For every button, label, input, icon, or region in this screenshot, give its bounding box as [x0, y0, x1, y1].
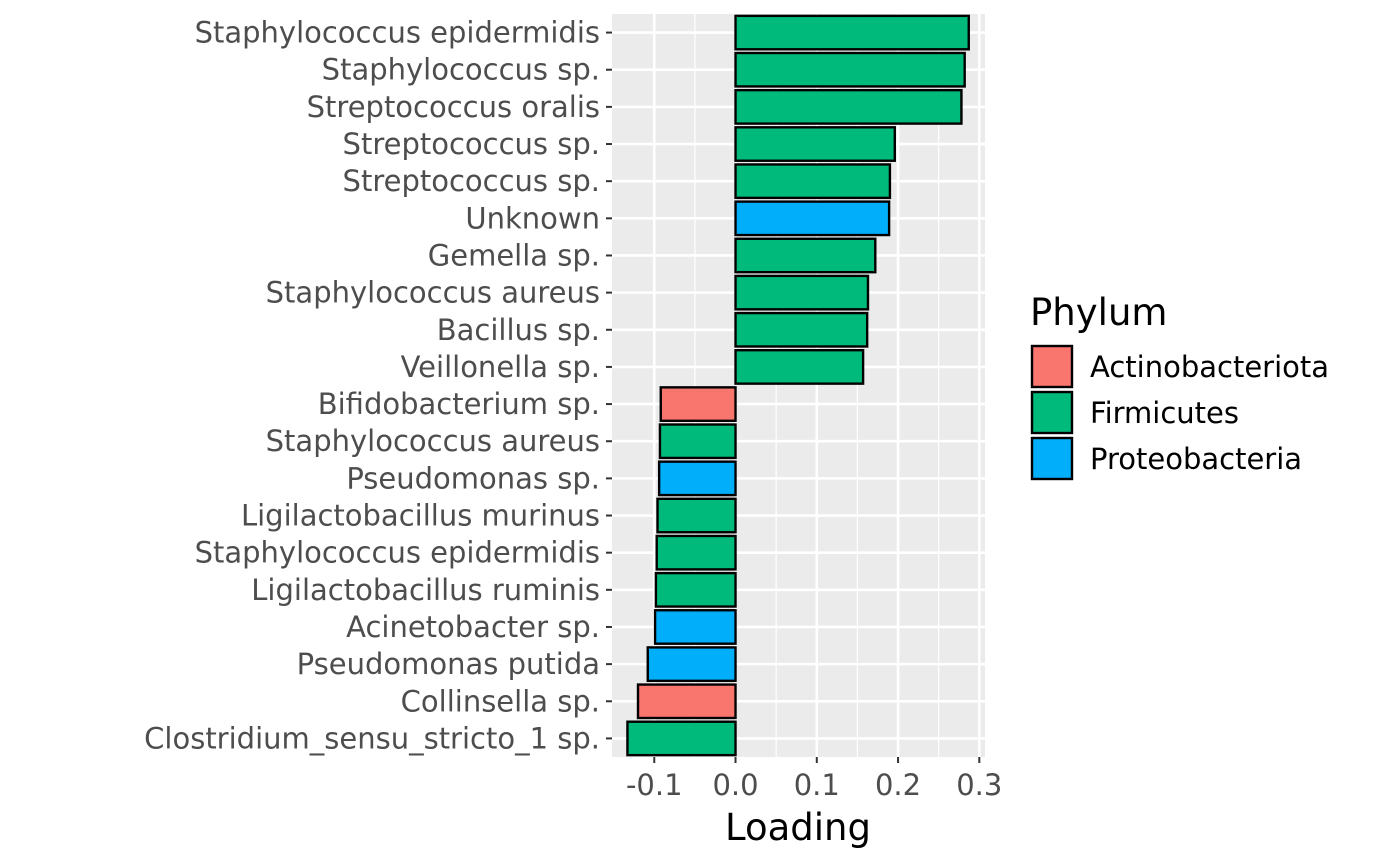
x-axis: -0.1 0.0 0.1 0.2 0.3	[626, 757, 1002, 802]
legend-label: Proteobacteria	[1090, 442, 1302, 476]
bar	[646, 646, 737, 683]
bar	[626, 720, 737, 757]
bar	[656, 497, 737, 534]
category-label: Staphylococcus aureus	[266, 424, 600, 458]
bar	[658, 423, 737, 460]
category-label: Streptococcus sp.	[343, 127, 600, 161]
bar	[655, 534, 737, 571]
bar	[654, 571, 737, 608]
category-label: Clostridium_sensu_stricto_1 sp.	[144, 721, 600, 755]
category-label: Staphylococcus epidermidis	[195, 16, 600, 50]
bar	[734, 126, 896, 162]
category-label: Ligilactobacillus ruminis	[251, 573, 600, 607]
bar	[734, 311, 869, 348]
category-label: Bifidobacterium sp.	[318, 387, 600, 421]
bar	[734, 14, 970, 51]
x-tick-label: 0.1	[794, 768, 840, 802]
category-labels: Staphylococcus epidermidisStaphylococcus…	[144, 16, 612, 755]
bar	[659, 386, 737, 422]
x-tick-label: 0.0	[712, 768, 758, 802]
category-label: Streptococcus sp.	[343, 164, 600, 198]
category-label: Unknown	[465, 201, 600, 235]
bar	[734, 51, 966, 88]
bar	[653, 609, 737, 645]
x-tick-label: 0.2	[875, 768, 921, 802]
legend-label: Firmicutes	[1090, 396, 1239, 430]
category-label: Streptococcus oralis	[307, 90, 600, 124]
bars	[626, 14, 970, 757]
panel-background	[612, 14, 985, 757]
category-label: Gemella sp.	[428, 238, 600, 272]
x-tick-label: 0.3	[956, 768, 1002, 802]
legend-key	[1030, 344, 1074, 389]
category-label: Staphylococcus epidermidis	[195, 536, 600, 570]
bar	[734, 163, 892, 200]
x-axis-title: Loading	[725, 806, 871, 849]
bar	[734, 88, 963, 125]
category-label: Pseudomonas sp.	[346, 461, 600, 495]
category-label: Veillonella sp.	[401, 350, 600, 384]
legend-title: Phylum	[1030, 291, 1167, 334]
bar	[657, 460, 737, 497]
bar	[734, 200, 891, 237]
category-label: Bacillus sp.	[437, 313, 600, 347]
bar	[734, 274, 870, 311]
bar	[636, 683, 737, 720]
legend-label: Actinobacteriota	[1090, 350, 1329, 384]
legend-key	[1030, 390, 1074, 435]
bar	[734, 237, 877, 274]
category-label: Pseudomonas putida	[297, 647, 600, 681]
category-label: Ligilactobacillus murinus	[241, 499, 600, 533]
category-label: Staphylococcus aureus	[266, 276, 600, 310]
legend: Phylum Actinobacteriota Firmicutes Proteob…	[1030, 291, 1329, 481]
legend-key	[1030, 436, 1074, 481]
category-label: Acinetobacter sp.	[346, 610, 600, 644]
category-label: Staphylococcus sp.	[322, 53, 600, 87]
bar	[734, 349, 865, 385]
x-tick-label: -0.1	[626, 768, 683, 802]
category-label: Collinsella sp.	[401, 684, 600, 718]
